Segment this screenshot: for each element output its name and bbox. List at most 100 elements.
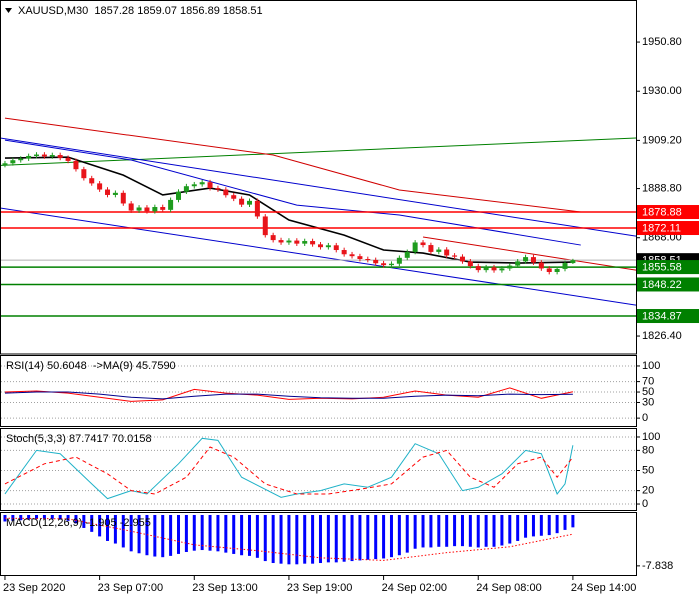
- candle-body: [215, 188, 221, 190]
- histogram-bar: [58, 514, 62, 520]
- histogram-bar: [50, 514, 54, 519]
- candle-body: [412, 242, 418, 252]
- histogram-bar: [311, 514, 315, 564]
- y-tick-label: 80: [642, 444, 654, 456]
- price-level-box: [637, 205, 699, 220]
- histogram-bar: [326, 514, 330, 563]
- candle-body: [507, 265, 513, 269]
- candle-body: [515, 261, 521, 266]
- candle-body: [176, 191, 182, 200]
- histogram-bar: [468, 514, 472, 547]
- candle-body: [491, 267, 497, 271]
- y-tick-label: 30: [642, 396, 654, 408]
- price-level-box: [637, 277, 699, 292]
- indicator-line: [1, 137, 636, 237]
- histogram-bar: [531, 514, 535, 537]
- candle-body: [199, 182, 205, 185]
- histogram-bar: [279, 514, 283, 564]
- x-tick-label: 24 Sep 08:00: [476, 582, 541, 594]
- y-tick-label: 100: [642, 431, 660, 443]
- histogram-bar: [460, 514, 464, 547]
- histogram-bar: [35, 514, 39, 519]
- candle-body: [459, 256, 465, 262]
- y-tick-label: 50: [642, 464, 654, 476]
- candle-body: [388, 263, 394, 266]
- candle-body: [231, 195, 237, 199]
- histogram-bar: [389, 514, 393, 558]
- histogram-bar: [437, 514, 441, 547]
- histogram-bar: [129, 514, 133, 552]
- y-tick-label: 1909.20: [642, 134, 682, 146]
- candle-body: [467, 261, 473, 267]
- histogram-bar: [19, 514, 23, 521]
- candle-body: [444, 249, 450, 256]
- x-tick-label: 23 Sep 19:00: [287, 582, 352, 594]
- histogram-bar: [405, 514, 409, 553]
- candle-body: [452, 255, 458, 257]
- candle-body: [530, 257, 536, 263]
- price-level-label: 1855.58: [642, 261, 682, 273]
- candle-body: [325, 245, 331, 248]
- candle-body: [483, 267, 489, 271]
- histogram-bar: [137, 514, 141, 554]
- menu-icon: [5, 8, 12, 13]
- y-tick-label: 1950.80: [642, 36, 682, 48]
- histogram-bar: [476, 514, 480, 548]
- candle-body: [396, 257, 402, 264]
- histogram-bar: [484, 514, 488, 547]
- histogram-bar: [571, 514, 575, 528]
- candle-body: [570, 260, 576, 264]
- indicator-line: [1, 137, 636, 166]
- x-tick-label: 23 Sep 2020: [3, 582, 65, 594]
- histogram-bar: [421, 514, 425, 548]
- histogram-bar: [121, 514, 125, 548]
- histogram-bar: [539, 514, 543, 536]
- candle-body: [128, 203, 134, 211]
- histogram-bar: [429, 514, 433, 548]
- x-tick-label: 23 Sep 07:00: [98, 582, 163, 594]
- histogram-bar: [366, 514, 370, 560]
- y-tick-label: 1826.40: [642, 330, 682, 342]
- histogram-bar: [318, 514, 322, 564]
- histogram-bar: [358, 514, 362, 561]
- candle-body: [357, 256, 363, 260]
- price-level-label: 1834.87: [642, 310, 682, 322]
- histogram-bar: [224, 514, 228, 553]
- indicator-line: [4, 437, 574, 500]
- histogram-bar: [295, 514, 299, 565]
- candle-body: [341, 250, 347, 255]
- histogram-bar: [200, 514, 204, 551]
- panel-title: MACD(12,26,9) -1.905 -2.955: [6, 517, 151, 529]
- indicator-line: [4, 446, 574, 495]
- histogram-bar: [374, 514, 378, 560]
- candle-body: [270, 235, 276, 241]
- histogram-bar: [177, 514, 181, 554]
- histogram-bar: [508, 514, 512, 544]
- indicator-line: [4, 139, 581, 246]
- x-tick-label: 24 Sep 02:00: [382, 582, 447, 594]
- candle-body: [554, 268, 560, 272]
- histogram-bar: [232, 514, 236, 554]
- histogram-bar: [3, 514, 7, 522]
- y-tick-label: 100: [642, 360, 660, 372]
- candle-body: [349, 254, 355, 257]
- histogram-bar: [82, 514, 86, 528]
- histogram-bar: [113, 514, 117, 544]
- candle-body: [144, 207, 150, 212]
- candle-body: [523, 257, 529, 262]
- candle-body: [317, 244, 323, 248]
- panel-plot: [1, 365, 636, 419]
- histogram-bar: [240, 514, 244, 556]
- candle-body: [420, 242, 426, 246]
- histogram-bar: [216, 514, 220, 552]
- price-level-box: [637, 221, 699, 236]
- indicator-line: [4, 517, 573, 561]
- candle-body: [404, 251, 410, 258]
- panel-plot: [1, 117, 636, 317]
- candle-body: [10, 160, 16, 164]
- candle-body: [49, 155, 55, 157]
